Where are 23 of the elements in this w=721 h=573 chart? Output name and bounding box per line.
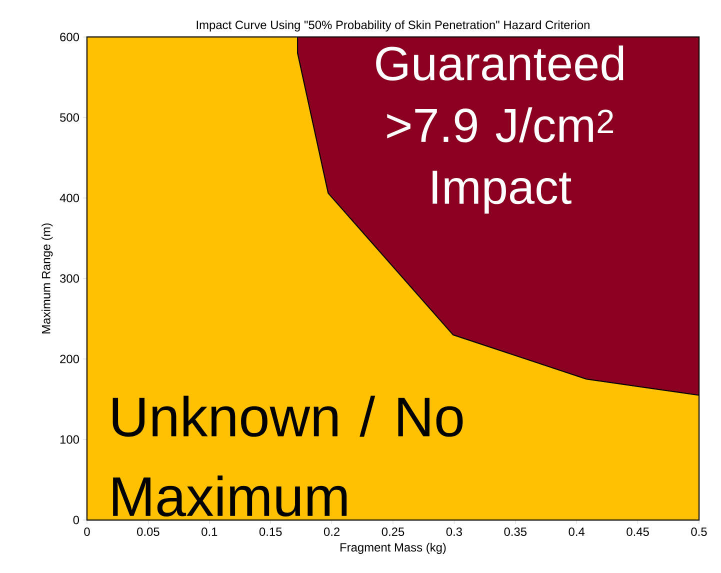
x-tick-label: 0 xyxy=(84,528,90,536)
y-tick-label: 200 xyxy=(60,354,80,364)
text: Guaranteed >7.9 J/cm$^{2}$ Impact xyxy=(376,46,624,214)
x-tick-label: 0.3 xyxy=(446,528,462,536)
chart-title: Impact Curve Using "50% Probability of Skin Penetration" Hazard Criterion xyxy=(196,20,590,32)
x-tick-label: 0.2 xyxy=(324,528,340,536)
y-tick-label: 100 xyxy=(60,435,80,444)
y-tick-label: 400 xyxy=(60,194,80,202)
x-tick-label: 0.35 xyxy=(504,528,527,536)
x-tick-label: 0.45 xyxy=(626,528,649,536)
x-tick-label: 0.5 xyxy=(691,528,707,536)
y-tick-label: 600 xyxy=(60,32,80,42)
x-tick-label: 0.1 xyxy=(202,528,218,536)
x-tick-label: 0.4 xyxy=(568,528,585,536)
y-tick-label: 300 xyxy=(60,274,80,283)
y-tick-label: 500 xyxy=(60,113,80,122)
x-tick-label: 0.15 xyxy=(259,528,282,536)
x-tick-label: 0.25 xyxy=(382,528,404,536)
x-tick-label: 0.05 xyxy=(137,528,160,536)
x-axis-title: Fragment Mass (kg) xyxy=(340,542,446,554)
series-label: Unknown / No Maximum xyxy=(112,396,463,516)
y-tick-label: 0 xyxy=(73,516,80,524)
y-axis-title: Maximum Range (m) xyxy=(42,223,53,334)
